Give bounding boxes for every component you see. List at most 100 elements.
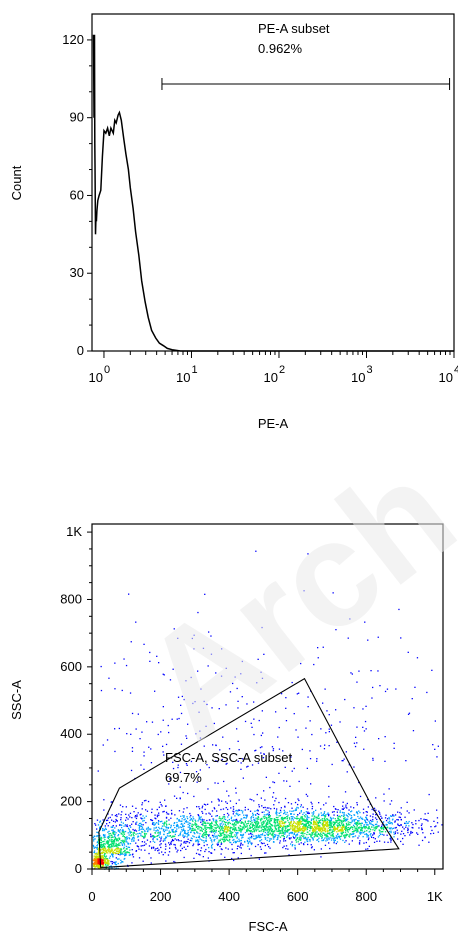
scatter-point <box>154 832 157 834</box>
scatter-point <box>326 818 329 820</box>
scatter-point <box>311 803 313 805</box>
scatter-point <box>279 826 281 829</box>
scatter-point <box>347 812 350 815</box>
scatter-point <box>301 748 303 751</box>
scatter-point <box>253 718 255 720</box>
scatter-point <box>128 814 130 816</box>
scatter-gate-value: 69.7% <box>165 770 202 785</box>
scatter-point <box>225 837 227 839</box>
scatter-point <box>291 681 293 684</box>
scatter-point <box>142 815 144 817</box>
scatter-point <box>285 720 288 722</box>
scatter-point <box>339 816 341 818</box>
scatter-point <box>315 832 317 834</box>
scatter-point <box>301 820 303 823</box>
scatter-point <box>131 849 133 851</box>
scatter-point <box>220 675 223 677</box>
scatter-point <box>265 828 267 830</box>
scatter-point <box>210 827 212 829</box>
scatter-point <box>304 824 306 826</box>
scatter-point <box>330 820 332 822</box>
scatter-point <box>253 835 255 837</box>
scatter-point <box>267 831 270 833</box>
scatter-point <box>161 827 163 829</box>
scatter-point <box>166 835 169 837</box>
scatter-point <box>94 855 97 857</box>
scatter-point <box>374 826 376 828</box>
scatter-point <box>324 824 327 826</box>
scatter-point <box>280 824 282 826</box>
scatter-point <box>160 836 163 838</box>
scatter-point <box>188 842 191 844</box>
scatter-point <box>143 819 145 822</box>
scatter-point <box>371 836 373 838</box>
scatter-point <box>229 839 231 841</box>
scatter-point <box>269 847 271 849</box>
scatter-point <box>255 835 257 837</box>
scatter-point <box>304 824 306 826</box>
scatter-point <box>176 828 178 830</box>
scatter-point <box>168 830 170 832</box>
scatter-point <box>234 826 236 829</box>
scatter-point <box>256 809 258 812</box>
scatter-point <box>248 848 251 850</box>
scatter-point <box>261 811 263 813</box>
scatter-point <box>328 745 330 747</box>
scatter-point <box>164 839 166 842</box>
scatter-point <box>261 746 263 748</box>
scatter-point <box>311 826 313 828</box>
scatter-point <box>300 804 302 806</box>
scatter-point <box>296 829 298 832</box>
scatter-point <box>100 858 102 860</box>
scatter-point <box>125 819 127 821</box>
scatter-point <box>436 756 438 758</box>
scatter-point <box>376 840 378 842</box>
scatter-point <box>210 839 212 841</box>
scatter-point <box>223 821 226 823</box>
scatter-point <box>310 844 312 846</box>
scatter-point <box>240 762 242 764</box>
scatter-point <box>338 837 341 839</box>
scatter-point <box>322 823 324 825</box>
scatter-point <box>253 821 256 824</box>
scatter-point <box>256 819 258 821</box>
scatter-point <box>220 828 222 830</box>
scatter-point <box>198 853 200 855</box>
scatter-point <box>192 835 194 837</box>
scatter-point <box>300 823 303 825</box>
scatter-point <box>343 836 346 838</box>
scatter-point <box>98 853 100 855</box>
scatter-point <box>356 726 358 728</box>
scatter-point <box>192 816 194 818</box>
scatter-point <box>151 846 153 849</box>
scatter-point <box>334 808 337 810</box>
scatter-point <box>369 834 371 836</box>
scatter-point <box>285 707 287 709</box>
scatter-point <box>95 847 98 849</box>
scatter-point <box>390 800 393 802</box>
scatter-point <box>154 690 156 692</box>
scatter-point <box>374 838 376 840</box>
scatter-point <box>99 821 101 823</box>
scatter-point <box>300 816 302 818</box>
scatter-point <box>101 861 103 863</box>
scatter-point <box>333 814 335 816</box>
scatter-point <box>103 847 105 849</box>
scatter-point <box>225 763 227 765</box>
scatter-point <box>340 823 343 825</box>
scatter-point <box>300 828 302 830</box>
scatter-point <box>310 801 312 803</box>
scatter-point <box>426 691 428 694</box>
scatter-point <box>125 848 127 850</box>
scatter-point <box>338 835 340 837</box>
scatter-point <box>121 689 123 692</box>
scatter-point <box>122 830 125 832</box>
scatter-point <box>405 821 408 823</box>
scatter-point <box>136 815 138 818</box>
scatter-point <box>180 712 183 715</box>
scatter-point <box>227 848 229 850</box>
scatter-point <box>328 838 330 840</box>
scatter-point <box>306 831 308 833</box>
scatter-point <box>209 813 211 815</box>
scatter-point <box>118 844 120 846</box>
